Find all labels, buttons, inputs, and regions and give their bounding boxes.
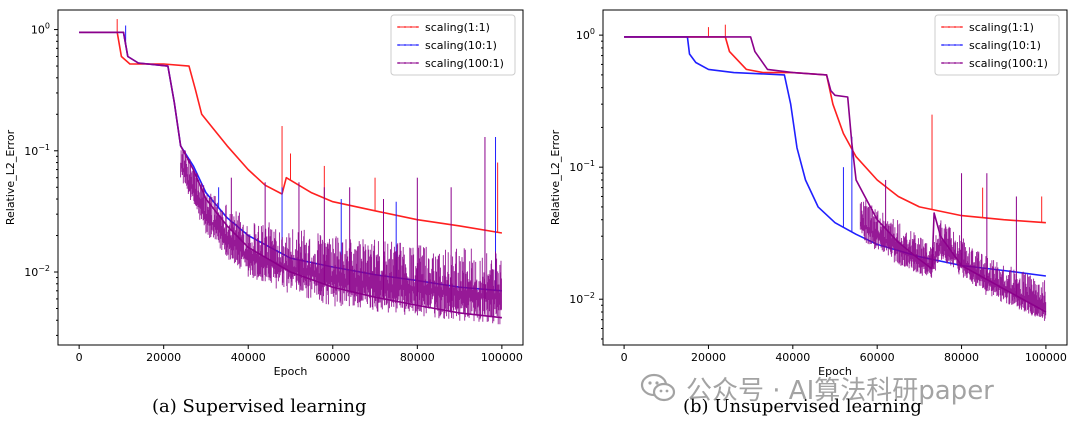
legend-marker xyxy=(416,62,418,64)
legend-marker xyxy=(948,44,950,46)
series-2-line xyxy=(79,31,502,319)
y-tick-label: 10−1 xyxy=(569,159,595,174)
series-0 xyxy=(79,19,503,234)
legend-marker xyxy=(954,62,956,64)
series-2 xyxy=(79,31,502,325)
y-axis-title: Relative_L2_Error xyxy=(549,129,562,225)
series-2-noise-band xyxy=(859,199,1047,321)
y-axis-title: Relative_L2_Error xyxy=(4,129,17,225)
legend-marker xyxy=(942,62,944,64)
x-tick-label: 20000 xyxy=(146,351,181,364)
wechat-icon xyxy=(640,373,676,402)
series-0 xyxy=(624,24,1046,224)
x-tick-label: 80000 xyxy=(944,351,979,364)
series-2-line xyxy=(624,36,1047,313)
series-0-line xyxy=(79,31,503,234)
legend-marker xyxy=(404,26,406,28)
caption-unsupervised: (b) Unsupervised learning xyxy=(683,396,922,417)
legend-label: scaling(100:1) xyxy=(969,57,1048,70)
x-axis-title: Epoch xyxy=(274,365,308,378)
legend-marker xyxy=(398,44,400,46)
y-tick-label: 100 xyxy=(576,27,595,42)
legend-label: scaling(1:1) xyxy=(969,21,1034,34)
x-tick-label: 0 xyxy=(621,351,628,364)
x-tick-label: 60000 xyxy=(860,351,895,364)
legend-box xyxy=(390,14,516,76)
legend-marker xyxy=(954,44,956,46)
legend-marker xyxy=(960,44,962,46)
legend-marker xyxy=(398,26,400,28)
legend: scaling(1:1) scaling(10:1) scaling(100:1) xyxy=(934,14,1060,76)
legend: scaling(1:1) scaling(10:1) scaling(100:1) xyxy=(390,14,516,76)
chart-unsupervised: 0 20000 40000 60000 80000 100000 10−2 10−1 100 Ep… xyxy=(549,9,1068,378)
legend-marker xyxy=(942,26,944,28)
chart-supervised: 0 20000 40000 60000 80000 100000 10−2 10−1 100 Ep… xyxy=(4,9,524,378)
legend-label: scaling(1:1) xyxy=(425,21,490,34)
legend-marker xyxy=(954,26,956,28)
legend-marker xyxy=(410,62,412,64)
x-tick-label: 40000 xyxy=(231,351,266,364)
caption-supervised: (a) Supervised learning xyxy=(152,396,367,417)
x-tick-label: 100000 xyxy=(1025,351,1067,364)
x-tick-label: 100000 xyxy=(481,351,523,364)
y-tick-label: 10−2 xyxy=(24,264,50,279)
y-tick-label: 10−1 xyxy=(24,143,50,158)
legend-marker xyxy=(960,26,962,28)
legend-marker xyxy=(404,62,406,64)
legend-marker xyxy=(942,44,944,46)
series-0-line xyxy=(624,36,1046,224)
plot-frame xyxy=(602,9,1068,346)
y-tick-label: 100 xyxy=(31,22,50,37)
x-tick-label: 20000 xyxy=(691,351,726,364)
legend-marker xyxy=(416,26,418,28)
legend-marker xyxy=(398,62,400,64)
x-tick-label: 80000 xyxy=(400,351,435,364)
x-tick-label: 0 xyxy=(76,351,83,364)
legend-label: scaling(10:1) xyxy=(969,39,1041,52)
legend-marker xyxy=(948,62,950,64)
legend-marker xyxy=(948,26,950,28)
legend-marker xyxy=(960,62,962,64)
legend-marker xyxy=(410,44,412,46)
watermark-text: 公众号 · AI算法科研paper xyxy=(686,375,994,406)
x-tick-label: 40000 xyxy=(775,351,810,364)
legend-marker xyxy=(404,44,406,46)
legend-box xyxy=(934,14,1060,76)
series-2 xyxy=(624,36,1047,321)
legend-label: scaling(100:1) xyxy=(425,57,504,70)
watermark: 公众号 · AI算法科研paper xyxy=(640,368,994,408)
series-2-noise-band xyxy=(180,150,502,325)
legend-marker xyxy=(416,44,418,46)
legend-label: scaling(10:1) xyxy=(425,39,497,52)
x-axis-title: Epoch xyxy=(818,365,852,378)
y-tick-label: 10−2 xyxy=(569,291,595,306)
legend-marker xyxy=(410,26,412,28)
x-tick-label: 60000 xyxy=(315,351,350,364)
